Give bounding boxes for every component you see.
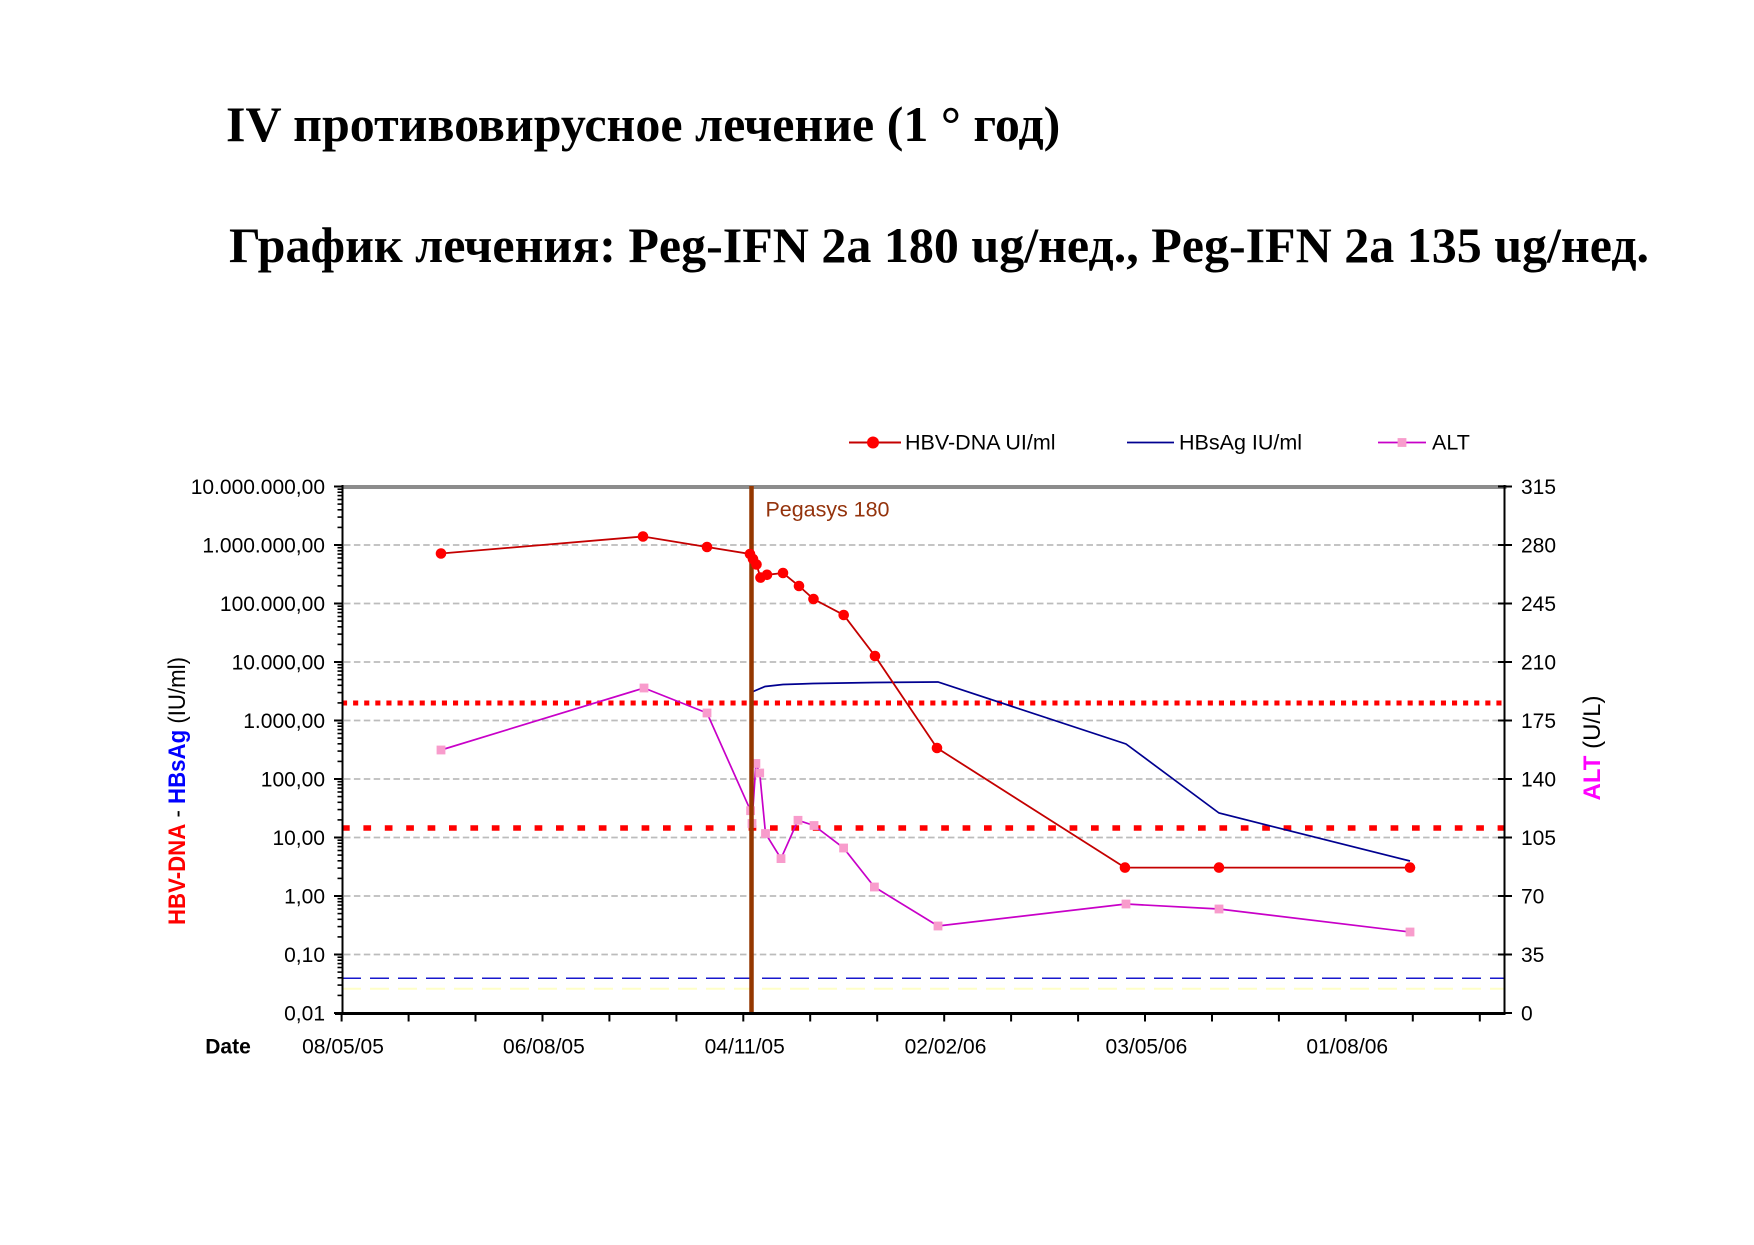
svg-text:35: 35 (1521, 944, 1544, 967)
svg-text:HBV-DNA - HBsAg (IU/ml): HBV-DNA - HBsAg (IU/ml) (164, 657, 191, 925)
svg-text:04/11/05: 04/11/05 (705, 1036, 785, 1059)
svg-text:0: 0 (1521, 1003, 1533, 1026)
svg-text:HBsAg IU/ml: HBsAg IU/ml (1179, 431, 1302, 455)
svg-text:245: 245 (1521, 593, 1556, 616)
svg-text:280: 280 (1521, 535, 1556, 558)
svg-text:175: 175 (1521, 710, 1556, 733)
svg-text:0,01: 0,01 (284, 1003, 325, 1026)
svg-text:Date: Date (205, 1036, 251, 1059)
svg-text:70: 70 (1521, 886, 1544, 909)
svg-text:10,00: 10,00 (272, 827, 325, 850)
svg-text:1,00: 1,00 (284, 886, 325, 909)
svg-text:100.000,00: 100.000,00 (220, 593, 325, 616)
svg-text:0,10: 0,10 (284, 944, 325, 967)
svg-text:Pegasys 180: Pegasys 180 (766, 498, 890, 522)
svg-text:10.000,00: 10.000,00 (232, 652, 325, 675)
svg-text:210: 210 (1521, 652, 1556, 675)
svg-text:01/08/06: 01/08/06 (1306, 1036, 1388, 1059)
svg-text:1.000,00: 1.000,00 (243, 710, 325, 733)
svg-text:08/05/05: 08/05/05 (302, 1036, 384, 1059)
svg-text:100,00: 100,00 (261, 769, 325, 792)
svg-text:06/08/05: 06/08/05 (503, 1036, 585, 1059)
svg-text:03/05/06: 03/05/06 (1106, 1036, 1188, 1059)
svg-text:ALT (U/L): ALT (U/L) (1579, 696, 1606, 801)
svg-text:ALT: ALT (1432, 431, 1470, 455)
svg-text:10.000.000,00: 10.000.000,00 (191, 476, 325, 499)
svg-text:315: 315 (1521, 476, 1556, 499)
svg-text:02/02/06: 02/02/06 (905, 1036, 987, 1059)
svg-text:105: 105 (1521, 827, 1556, 850)
svg-text:140: 140 (1521, 769, 1556, 792)
svg-text:1.000.000,00: 1.000.000,00 (202, 535, 325, 558)
svg-text:HBV-DNA UI/ml: HBV-DNA UI/ml (905, 431, 1056, 455)
